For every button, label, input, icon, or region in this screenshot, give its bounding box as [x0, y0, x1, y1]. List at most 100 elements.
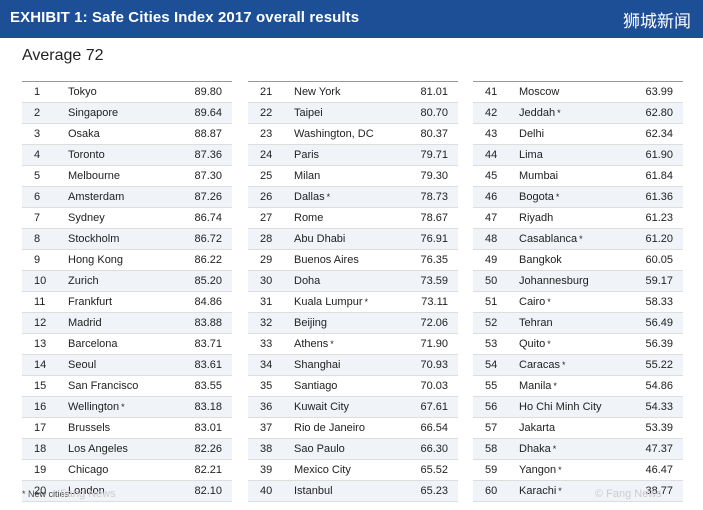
city-name: Hong Kong — [68, 250, 123, 270]
city-label: Osaka — [68, 128, 100, 140]
city-label: Beijing — [294, 317, 328, 329]
rank-number: 36 — [260, 401, 273, 413]
city-name: Taipei — [294, 103, 323, 123]
new-city-marker: * — [561, 360, 566, 370]
city-label: Brussels — [68, 422, 111, 434]
city-name: Bangkok — [519, 250, 562, 270]
city-label: Caracas — [519, 359, 560, 371]
city-label: Los Angeles — [68, 443, 128, 455]
title-bar: EXHIBIT 1: Safe Cities Index 2017 overal… — [0, 0, 703, 38]
city-label: Mumbai — [519, 170, 559, 182]
rank-number: 5 — [34, 170, 41, 182]
overall-score: 66.54 — [420, 422, 448, 434]
table-row: 59 Yangon * 46.47 — [473, 460, 683, 481]
rank-number: 18 — [34, 443, 47, 455]
overall-score: 76.91 — [420, 233, 448, 245]
rank-number: 50 — [485, 275, 498, 287]
city-name: Sao Paulo — [294, 439, 345, 459]
city-name: Lima — [519, 145, 543, 165]
city-label: Karachi — [519, 485, 557, 497]
overall-score: 84.86 — [194, 296, 222, 308]
rank-number: 37 — [260, 422, 273, 434]
overall-score: 70.93 — [420, 359, 448, 371]
table-row: 27 Rome 78.67 — [248, 208, 458, 229]
city-name: Jakarta — [519, 418, 555, 438]
table-row: 11 Frankfurt 84.86 — [22, 292, 232, 313]
rank-number: 3 — [34, 128, 41, 140]
rank-number: 33 — [260, 338, 273, 350]
city-name: Rome — [294, 208, 323, 228]
city-name: Quito * — [519, 334, 551, 354]
overall-score: 59.17 — [645, 275, 673, 287]
city-name: Milan — [294, 166, 320, 186]
table-row: 42 Jeddah * 62.80 — [473, 103, 683, 124]
new-city-marker: * — [557, 108, 561, 118]
rank-number: 8 — [34, 233, 41, 245]
table-row: 32 Beijing 72.06 — [248, 313, 458, 334]
table-row: 55 Manila * 54.86 — [473, 376, 683, 397]
city-name: Frankfurt — [68, 292, 112, 312]
overall-score: 83.18 — [194, 401, 222, 413]
overall-score: 67.61 — [420, 401, 448, 413]
new-city-marker: * — [558, 486, 562, 496]
table-row: 21 New York 81.01 — [248, 82, 458, 103]
city-label: Hong Kong — [68, 254, 124, 266]
rank-number: 14 — [34, 359, 47, 371]
rank-number: 11 — [34, 296, 46, 308]
new-city-marker: * — [326, 192, 331, 202]
overall-score: 83.61 — [194, 359, 222, 371]
city-label: Buenos Aires — [294, 254, 359, 266]
city-label: Amsterdam — [68, 191, 125, 203]
ranking-column-1: 1 Tokyo 89.80 2 Singapore 89.64 3 Osaka 88.87 4 To… — [22, 81, 232, 502]
city-label: Toronto — [68, 149, 105, 161]
rank-number: 13 — [34, 338, 47, 350]
city-name: Kuwait City — [294, 397, 349, 417]
overall-score: 73.11 — [421, 296, 448, 308]
city-name: Yangon * — [519, 460, 562, 480]
overall-score: 83.71 — [194, 338, 222, 350]
overall-score: 62.80 — [645, 107, 673, 119]
watermark-left: Fang News — [60, 488, 116, 500]
table-row: 40 Istanbul 65.23 — [248, 481, 458, 502]
table-row: 29 Buenos Aires 76.35 — [248, 250, 458, 271]
rank-number: 7 — [34, 212, 41, 224]
city-name: Moscow — [519, 82, 559, 102]
new-city-marker: * — [552, 444, 557, 454]
city-name: Sydney — [68, 208, 105, 228]
rank-number: 17 — [34, 422, 47, 434]
city-name: Melbourne — [68, 166, 120, 186]
city-label: Tehran — [519, 317, 553, 329]
city-name: Casablanca * — [519, 229, 583, 249]
rank-number: 38 — [260, 443, 273, 455]
table-row: 51 Cairo * 58.33 — [473, 292, 683, 313]
rank-number: 19 — [34, 464, 47, 476]
city-label: Kuwait City — [294, 401, 350, 413]
rank-number: 23 — [260, 128, 273, 140]
rank-number: 53 — [485, 338, 498, 350]
overall-score: 61.23 — [645, 212, 673, 224]
overall-score: 54.86 — [645, 380, 673, 392]
city-label: New York — [294, 86, 341, 98]
table-row: 36 Kuwait City 67.61 — [248, 397, 458, 418]
city-name: San Francisco — [68, 376, 138, 396]
city-name: Madrid — [68, 313, 102, 333]
overall-score: 86.72 — [194, 233, 222, 245]
table-row: 13 Barcelona 83.71 — [22, 334, 232, 355]
rank-number: 15 — [34, 380, 47, 392]
city-name: Tehran — [519, 313, 553, 333]
city-label: Taipei — [294, 107, 323, 119]
table-row: 18 Los Angeles 82.26 — [22, 439, 232, 460]
city-label: Sydney — [68, 212, 105, 224]
table-row: 9 Hong Kong 86.22 — [22, 250, 232, 271]
rank-number: 49 — [485, 254, 498, 266]
rank-number: 28 — [260, 233, 273, 245]
overall-score: 53.39 — [645, 422, 673, 434]
table-row: 52 Tehran 56.49 — [473, 313, 683, 334]
rank-number: 10 — [34, 275, 47, 287]
rank-number: 48 — [485, 233, 498, 245]
city-name: Athens * — [294, 334, 334, 354]
overall-score: 83.88 — [194, 317, 222, 329]
table-row: 1 Tokyo 89.80 — [22, 82, 232, 103]
city-label: Dallas — [294, 191, 325, 203]
footnote-new-cities: * New cities — [22, 489, 70, 499]
